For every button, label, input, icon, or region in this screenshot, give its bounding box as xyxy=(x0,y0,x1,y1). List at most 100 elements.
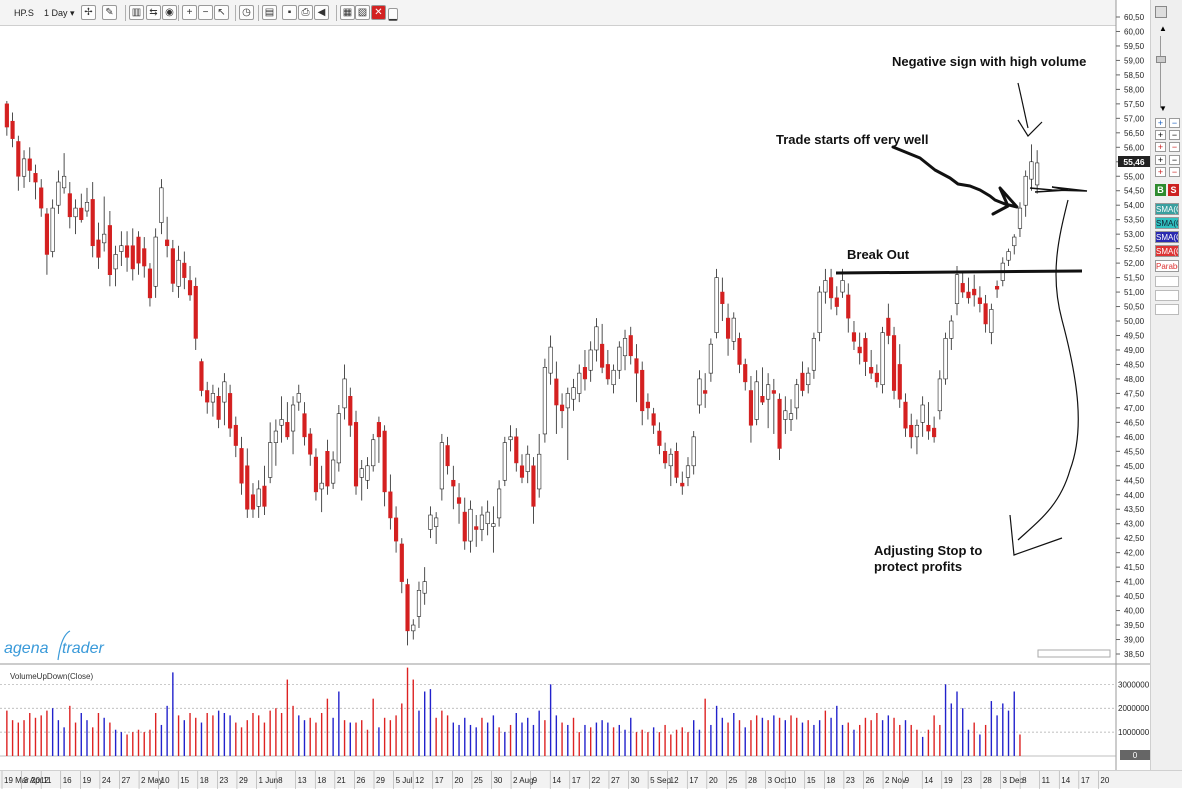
candle-up xyxy=(577,372,582,394)
remove-panel-icon[interactable]: − xyxy=(1169,130,1180,140)
add-panel-icon[interactable]: + xyxy=(1155,155,1166,165)
candle-down xyxy=(376,422,381,438)
date-tick-label: 17 xyxy=(572,776,581,785)
price-tick-label: 50,50 xyxy=(1124,303,1145,312)
volume-panel[interactable] xyxy=(6,667,1021,756)
price-tick-label: 53,50 xyxy=(1124,216,1145,225)
zoom-slider-thumb[interactable] xyxy=(1156,56,1166,63)
cursor-icon[interactable]: ↖ xyxy=(214,5,229,20)
candle-up xyxy=(256,488,261,507)
candle-up xyxy=(989,309,994,333)
price-tick-label: 48,50 xyxy=(1124,360,1145,369)
print-icon[interactable]: ⎙ xyxy=(298,5,313,20)
candle-up xyxy=(491,523,496,527)
clock-icon[interactable]: ◷ xyxy=(239,5,254,20)
price-tick-label: 56,50 xyxy=(1124,129,1145,138)
zoom-in-icon[interactable]: + xyxy=(182,5,197,20)
candle-down xyxy=(834,297,839,307)
indicator-slot[interactable] xyxy=(1155,276,1179,287)
compare-icon[interactable]: ⇆ xyxy=(146,5,161,20)
candle-up xyxy=(56,181,61,206)
chevron-down-icon[interactable]: ▾ xyxy=(70,8,75,18)
price-tick-label: 53,00 xyxy=(1124,230,1145,239)
open-folder-icon[interactable]: ▤ xyxy=(262,5,277,20)
price-tick-label: 57,00 xyxy=(1124,114,1145,123)
price-tick-label: 38,50 xyxy=(1124,650,1145,659)
indicator-icon[interactable]: ◉ xyxy=(162,5,177,20)
price-panel[interactable] xyxy=(4,100,1040,646)
add-panel-icon[interactable]: + xyxy=(1155,142,1166,152)
candle-up xyxy=(485,511,490,525)
indicator-parabolic[interactable]: Parabo xyxy=(1155,260,1179,272)
date-tick-label: 3 Dec xyxy=(1003,776,1024,785)
logo-swoosh-icon xyxy=(57,630,71,661)
megaphone-icon[interactable]: ◀ xyxy=(314,5,329,20)
indicator-sma-4[interactable]: SMA(C xyxy=(1155,245,1179,257)
candle-down xyxy=(680,482,685,487)
candle-up xyxy=(783,410,788,420)
price-tick-label: 60,50 xyxy=(1124,13,1145,22)
candle-up xyxy=(342,378,347,409)
candle-up xyxy=(319,482,324,490)
candle-down xyxy=(193,285,198,339)
add-panel-icon[interactable]: + xyxy=(1155,130,1166,140)
panel-toggle-icon[interactable] xyxy=(1155,6,1167,18)
price-tick-label: 57,50 xyxy=(1124,100,1145,109)
candle-down xyxy=(170,248,175,284)
save-icon[interactable]: ▪ xyxy=(282,5,297,20)
candle-up xyxy=(588,349,593,371)
chart-type-icon[interactable]: ▥ xyxy=(129,5,144,20)
scroll-thumb[interactable] xyxy=(1037,649,1111,658)
remove-panel-icon[interactable]: − xyxy=(1169,167,1180,177)
logo-trader: trader xyxy=(62,640,104,657)
price-tick-label: 40,50 xyxy=(1124,592,1145,601)
indicator-slot[interactable] xyxy=(1155,290,1179,301)
candle-up xyxy=(525,453,530,472)
candle-down xyxy=(960,283,965,293)
indicator-sma-3[interactable]: SMA(C xyxy=(1155,231,1179,243)
collapse-icon[interactable]: ▁ xyxy=(388,8,398,21)
candle-up xyxy=(714,277,719,333)
candle-down xyxy=(725,317,731,339)
candle-down xyxy=(4,103,9,128)
add-panel-icon[interactable]: + xyxy=(1155,167,1166,177)
close-icon[interactable]: ✕ xyxy=(371,5,386,20)
add-panel-icon[interactable]: + xyxy=(1155,118,1166,128)
remove-panel-icon[interactable]: − xyxy=(1169,142,1180,152)
grid-icon[interactable]: ▦ xyxy=(340,5,355,20)
candle-down xyxy=(142,248,147,267)
date-tick-label: 21 xyxy=(337,776,346,785)
template-icon[interactable]: ▧ xyxy=(355,5,370,20)
sell-button[interactable]: S xyxy=(1168,184,1179,196)
candle-down xyxy=(932,427,937,438)
candle-down xyxy=(846,294,851,319)
remove-panel-icon[interactable]: − xyxy=(1169,155,1180,165)
candle-up xyxy=(880,332,885,386)
date-tick-label: 15 xyxy=(807,776,816,785)
date-axis-bar[interactable]: 19 Mar 2012 3 Apr 11 16 19 24 27 2 May 10 15 18 23 2… xyxy=(0,770,1182,789)
indicator-sma-2[interactable]: SMA(C xyxy=(1155,217,1179,229)
buy-button[interactable]: B xyxy=(1155,184,1166,196)
candle-down xyxy=(760,396,765,403)
candle-down xyxy=(663,451,668,464)
timeframe-selector[interactable]: 1 Day xyxy=(44,8,68,18)
pen-icon[interactable]: ✎ xyxy=(102,5,117,20)
indicator-sma-1[interactable]: SMA(C xyxy=(1155,203,1179,215)
up-arrow-icon[interactable]: ▲ xyxy=(1159,24,1167,33)
volume-zero-badge xyxy=(1120,750,1150,760)
candle-down xyxy=(703,390,708,394)
symbol-selector[interactable]: HP.S xyxy=(14,8,34,18)
candle-up xyxy=(1029,161,1034,180)
indicator-slot[interactable] xyxy=(1155,304,1179,315)
candle-up xyxy=(943,338,948,380)
zoom-out-icon[interactable]: − xyxy=(198,5,213,20)
remove-panel-icon[interactable]: − xyxy=(1169,118,1180,128)
candle-down xyxy=(39,187,44,209)
zoom-slider-track[interactable] xyxy=(1160,36,1161,108)
annotation-layer: Negative sign with high volume Trade sta… xyxy=(776,54,1088,574)
down-arrow-icon[interactable]: ▼ xyxy=(1159,104,1167,113)
crosshair-icon[interactable]: ✢ xyxy=(81,5,96,20)
date-tick-label: 22 xyxy=(591,776,600,785)
candle-down xyxy=(600,343,605,368)
right-tool-panel: ▲ ▼ + − + − + − + − + − B S SMA(C SMA(C … xyxy=(1150,0,1182,770)
